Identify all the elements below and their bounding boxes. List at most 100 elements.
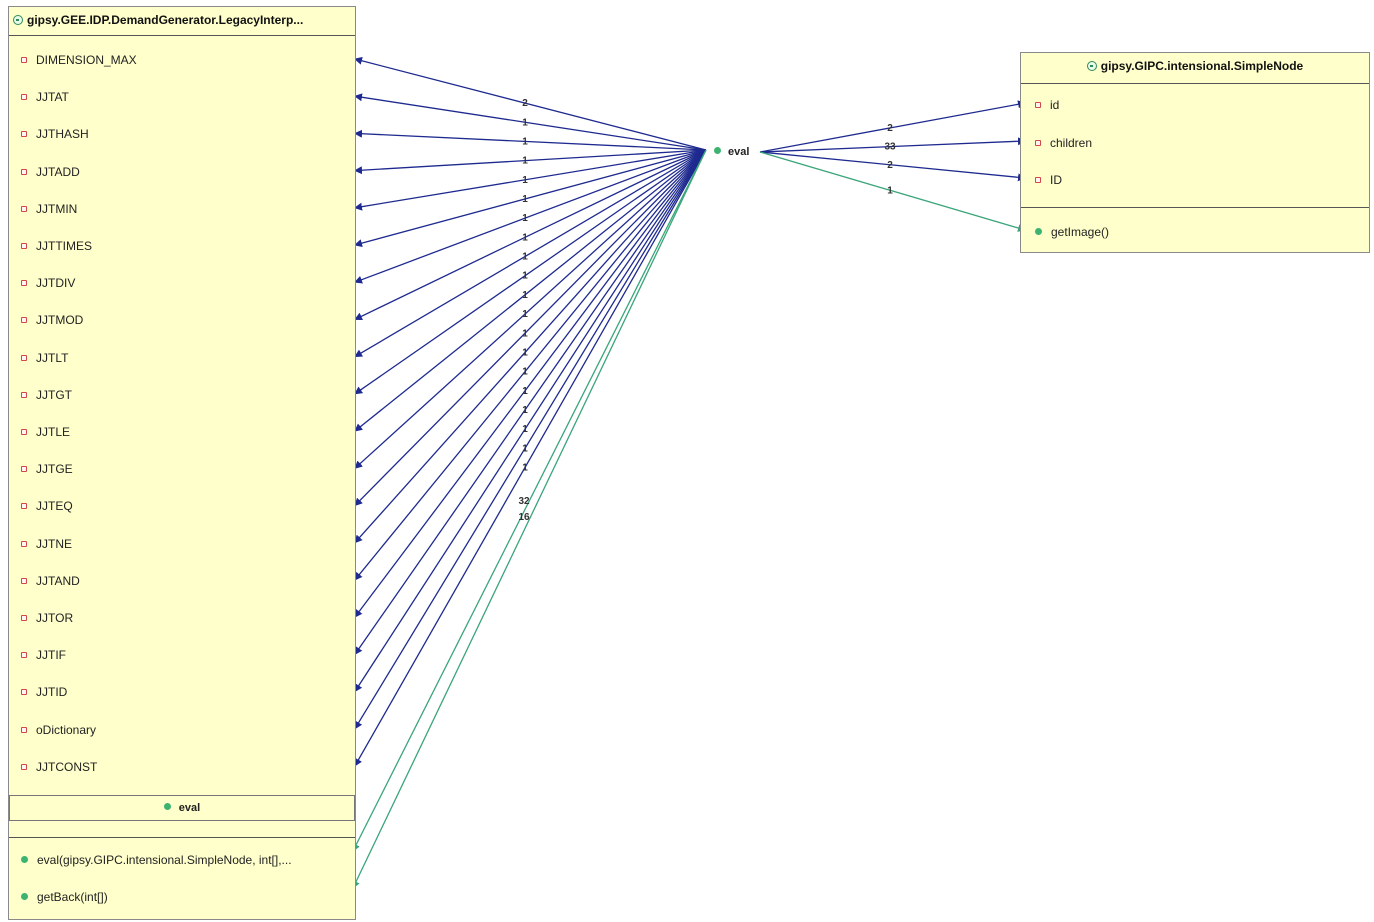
field-label: JJTLT	[36, 350, 69, 365]
field-label: JJTEQ	[36, 499, 73, 514]
field-label: JJTOR	[36, 611, 74, 625]
edge-multiplicity-label: 1	[522, 367, 528, 378]
inner-eval-node[interactable]: eval	[9, 795, 355, 821]
field-item[interactable]: JJTNE	[21, 537, 72, 551]
edge-multiplicity-label: 1	[522, 443, 528, 454]
field-item[interactable]: JJTAT	[21, 90, 69, 104]
field-item[interactable]: JJTDIV	[21, 276, 75, 290]
field-label: JJTADD	[36, 164, 80, 179]
method-label: getBack(int[])	[37, 890, 108, 904]
class-icon	[13, 15, 23, 25]
field-dependency-edge	[354, 149, 707, 730]
method-dependency-edge	[352, 149, 707, 889]
field-dependency-edge	[354, 149, 707, 544]
field-label: children	[1050, 136, 1093, 150]
field-dependency-edge	[354, 149, 707, 581]
simple-node-class[interactable]: gipsy.GIPC.intensional.SimpleNode id chil…	[1020, 52, 1370, 253]
field-label: oDictionary	[36, 722, 97, 737]
method-item[interactable]: eval(gipsy.GIPC.intensional.SimpleNode, …	[21, 853, 292, 867]
method-label: eval(gipsy.GIPC.intensional.SimpleNode, …	[37, 853, 292, 867]
simple-node-class-title: gipsy.GIPC.intensional.SimpleNode	[1021, 57, 1369, 79]
field-item[interactable]: JJTOR	[21, 611, 73, 625]
method-label: getImage()	[1051, 225, 1110, 239]
method-dependency-edge	[759, 151, 1026, 232]
field-dependency-edge	[354, 149, 707, 656]
method-item[interactable]: getImage()	[1035, 225, 1109, 239]
eval-node-label: eval	[728, 146, 750, 158]
field-item[interactable]: JJTTIMES	[21, 239, 92, 253]
field-item[interactable]: JJTHASH	[21, 127, 89, 141]
method-item[interactable]: getBack(int[])	[21, 890, 108, 904]
method-icon	[21, 893, 28, 900]
field-item[interactable]: JJTGE	[21, 462, 73, 476]
field-item[interactable]: JJTLE	[21, 425, 70, 439]
edge-multiplicity-label: 33	[884, 142, 896, 153]
edge-multiplicity-label: 2	[887, 123, 893, 134]
field-item[interactable]: id	[1035, 98, 1059, 112]
field-item[interactable]: JJTMOD	[21, 313, 83, 327]
field-item[interactable]: JJTGT	[21, 388, 72, 402]
field-dependency-edge	[354, 149, 707, 469]
field-item[interactable]: ID	[1035, 173, 1062, 187]
field-dependency-edge	[354, 149, 707, 211]
field-dependency-edge	[354, 129, 707, 151]
field-item[interactable]: JJTLT	[21, 351, 68, 365]
field-icon	[21, 429, 27, 435]
edge-multiplicity-label: 1	[522, 347, 528, 358]
field-icon	[21, 726, 27, 733]
field-icon	[21, 280, 27, 287]
field-item[interactable]: JJTIF	[21, 648, 66, 662]
eval-method-node[interactable]: eval	[714, 146, 749, 158]
field-icon	[21, 763, 27, 770]
field-item[interactable]: JJTID	[21, 685, 67, 699]
edge-multiplicity-label: 1	[522, 117, 528, 128]
legacy-interpreter-class-name: gipsy.GEE.IDP.DemandGenerator.LegacyInte…	[27, 13, 304, 27]
field-dependency-edge	[354, 149, 707, 432]
field-dependency-edge	[354, 149, 707, 358]
field-item[interactable]: JJTAND	[21, 574, 80, 588]
legacy-interpreter-class[interactable]: gipsy.GEE.IDP.DemandGenerator.LegacyInte…	[8, 6, 356, 920]
field-item[interactable]: JJTCONST	[21, 760, 97, 774]
edge-multiplicity-label: 16	[518, 512, 530, 523]
methods-separator	[9, 837, 355, 838]
field-dependency-edge	[759, 137, 1026, 153]
method-icon	[163, 803, 171, 810]
field-icon	[21, 391, 27, 398]
simple-node-class-name: gipsy.GIPC.intensional.SimpleNode	[1100, 59, 1304, 73]
field-icon	[21, 503, 27, 510]
field-icon	[1035, 177, 1041, 183]
field-dependency-edge	[354, 149, 707, 284]
field-icon	[21, 57, 27, 63]
field-item[interactable]: JJTMIN	[21, 202, 77, 216]
field-dependency-edge	[354, 149, 707, 248]
field-dependency-edge	[354, 56, 707, 151]
field-dependency-edge	[354, 149, 707, 395]
field-label: JJTCONST	[36, 759, 98, 774]
field-label: id	[1050, 98, 1060, 112]
methods-separator	[1021, 207, 1369, 208]
edge-multiplicity-label: 1	[522, 328, 528, 339]
field-item[interactable]: oDictionary	[21, 723, 96, 737]
field-item[interactable]: DIMENSION_MAX	[21, 53, 137, 67]
edge-multiplicity-label: 1	[522, 463, 528, 474]
field-item[interactable]: JJTEQ	[21, 499, 73, 513]
field-icon	[21, 205, 27, 212]
edge-multiplicity-label: 1	[522, 271, 528, 282]
field-dependency-edge	[354, 149, 707, 767]
field-label: JJTHASH	[36, 127, 89, 142]
edge-multiplicity-label: 1	[887, 185, 893, 196]
field-icon	[21, 354, 27, 361]
inner-eval-label: eval	[178, 802, 201, 814]
field-icon	[21, 94, 27, 101]
edge-multiplicity-label: 1	[522, 136, 528, 147]
edge-multiplicity-label: 2	[522, 98, 528, 109]
field-dependency-edge	[354, 149, 707, 320]
method-icon	[1035, 228, 1042, 235]
title-separator	[9, 35, 355, 36]
field-label: ID	[1050, 173, 1062, 187]
field-label: JJTAND	[36, 573, 80, 588]
field-label: JJTLE	[36, 425, 71, 439]
method-dependency-edge	[352, 149, 707, 852]
field-item[interactable]: children	[1035, 136, 1092, 150]
field-item[interactable]: JJTADD	[21, 165, 80, 179]
